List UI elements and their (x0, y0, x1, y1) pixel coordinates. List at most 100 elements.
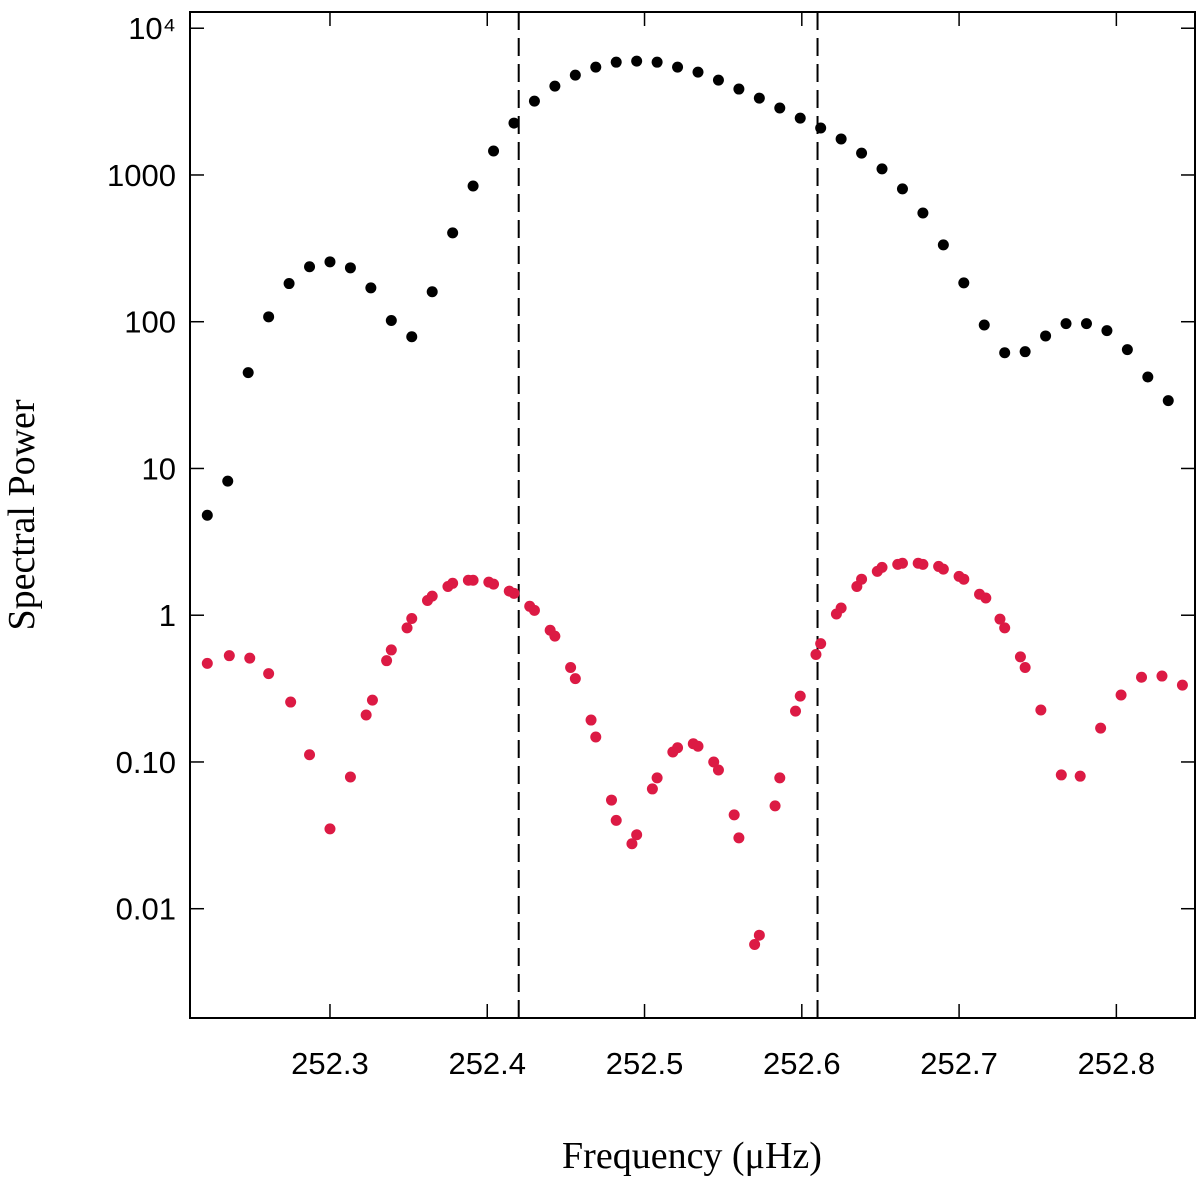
data-point (385, 314, 397, 326)
data-point (728, 809, 740, 821)
data-point (508, 587, 520, 599)
data-point (467, 180, 479, 192)
data-point (876, 163, 888, 175)
data-point (626, 838, 638, 850)
data-point (1035, 704, 1047, 716)
data-point (447, 577, 459, 589)
data-point (708, 756, 720, 768)
data-point (1121, 344, 1133, 356)
data-point (585, 714, 597, 726)
data-point (1142, 371, 1154, 383)
data-point (937, 563, 949, 575)
data-point (426, 590, 438, 602)
data-point (712, 74, 724, 86)
data-point (590, 61, 602, 73)
data-point (672, 61, 684, 73)
data-point (1136, 671, 1148, 683)
data-point (366, 694, 378, 706)
y-tick-label: 0.01 (116, 892, 176, 927)
data-point (406, 331, 418, 343)
data-point (565, 662, 577, 674)
data-point (324, 823, 336, 835)
data-point (876, 561, 888, 573)
x-tick-label: 252.5 (606, 1046, 684, 1081)
y-tick-label: 1 (159, 598, 176, 633)
data-point (201, 657, 213, 669)
data-point (1095, 722, 1107, 734)
data-point (1162, 395, 1174, 407)
data-point (365, 282, 377, 294)
data-point (488, 578, 500, 590)
data-point (733, 83, 745, 95)
data-point (304, 749, 316, 761)
x-tick-label: 252.7 (920, 1046, 998, 1081)
data-point (344, 262, 356, 274)
data-point (794, 112, 806, 124)
data-point (569, 69, 581, 81)
data-point (896, 557, 908, 569)
data-point (406, 612, 418, 624)
data-point (692, 66, 704, 78)
data-point (508, 117, 520, 129)
data-point (733, 832, 745, 844)
data-point (528, 95, 540, 107)
data-point (1019, 662, 1031, 674)
y-tick-label: 10 (142, 451, 176, 486)
data-point (401, 622, 413, 634)
data-point (324, 256, 336, 268)
data-point (958, 573, 970, 585)
data-point (774, 772, 786, 784)
data-point (1040, 330, 1052, 342)
data-point (999, 622, 1011, 634)
data-point (937, 239, 949, 251)
data-point (304, 261, 316, 273)
data-point (856, 573, 868, 585)
data-point (646, 783, 658, 795)
data-point (549, 630, 561, 642)
data-point (753, 929, 765, 941)
y-tick-label: 0.10 (116, 745, 176, 780)
data-point (610, 814, 622, 826)
data-point (815, 122, 827, 134)
data-point (244, 652, 256, 664)
x-axis-label: Frequency (μHz) (562, 1135, 822, 1177)
data-point (712, 764, 724, 776)
data-point (896, 183, 908, 195)
data-point (692, 740, 704, 752)
data-point (835, 602, 847, 614)
data-point (283, 278, 295, 290)
y-tick-label: 100 (124, 305, 176, 340)
data-point (606, 794, 618, 806)
data-point (447, 227, 459, 239)
data-point (958, 277, 970, 289)
x-tick-label: 252.8 (1078, 1046, 1156, 1081)
y-tick-label: 1000 (107, 158, 176, 193)
data-point (856, 147, 868, 159)
data-point (1156, 670, 1168, 682)
data-point (1101, 325, 1113, 337)
data-point (201, 509, 213, 521)
data-point (385, 644, 397, 656)
data-point (549, 80, 561, 92)
data-point (569, 673, 581, 685)
data-point (1176, 679, 1188, 691)
data-point (999, 347, 1011, 359)
data-point (774, 102, 786, 114)
data-point (381, 655, 393, 667)
data-point (749, 939, 761, 951)
x-tick-label: 252.3 (291, 1046, 369, 1081)
data-point (810, 648, 822, 660)
x-tick-label: 252.4 (448, 1046, 526, 1081)
y-axis-label: Spectral Power (1, 399, 43, 630)
data-point (994, 613, 1006, 625)
data-point (631, 55, 643, 67)
data-point (1014, 651, 1026, 663)
data-point (651, 56, 663, 68)
data-point (917, 207, 929, 219)
data-point (815, 638, 827, 650)
data-point (1019, 346, 1031, 358)
data-point (222, 475, 234, 487)
data-point (917, 558, 929, 570)
data-point (285, 696, 297, 708)
